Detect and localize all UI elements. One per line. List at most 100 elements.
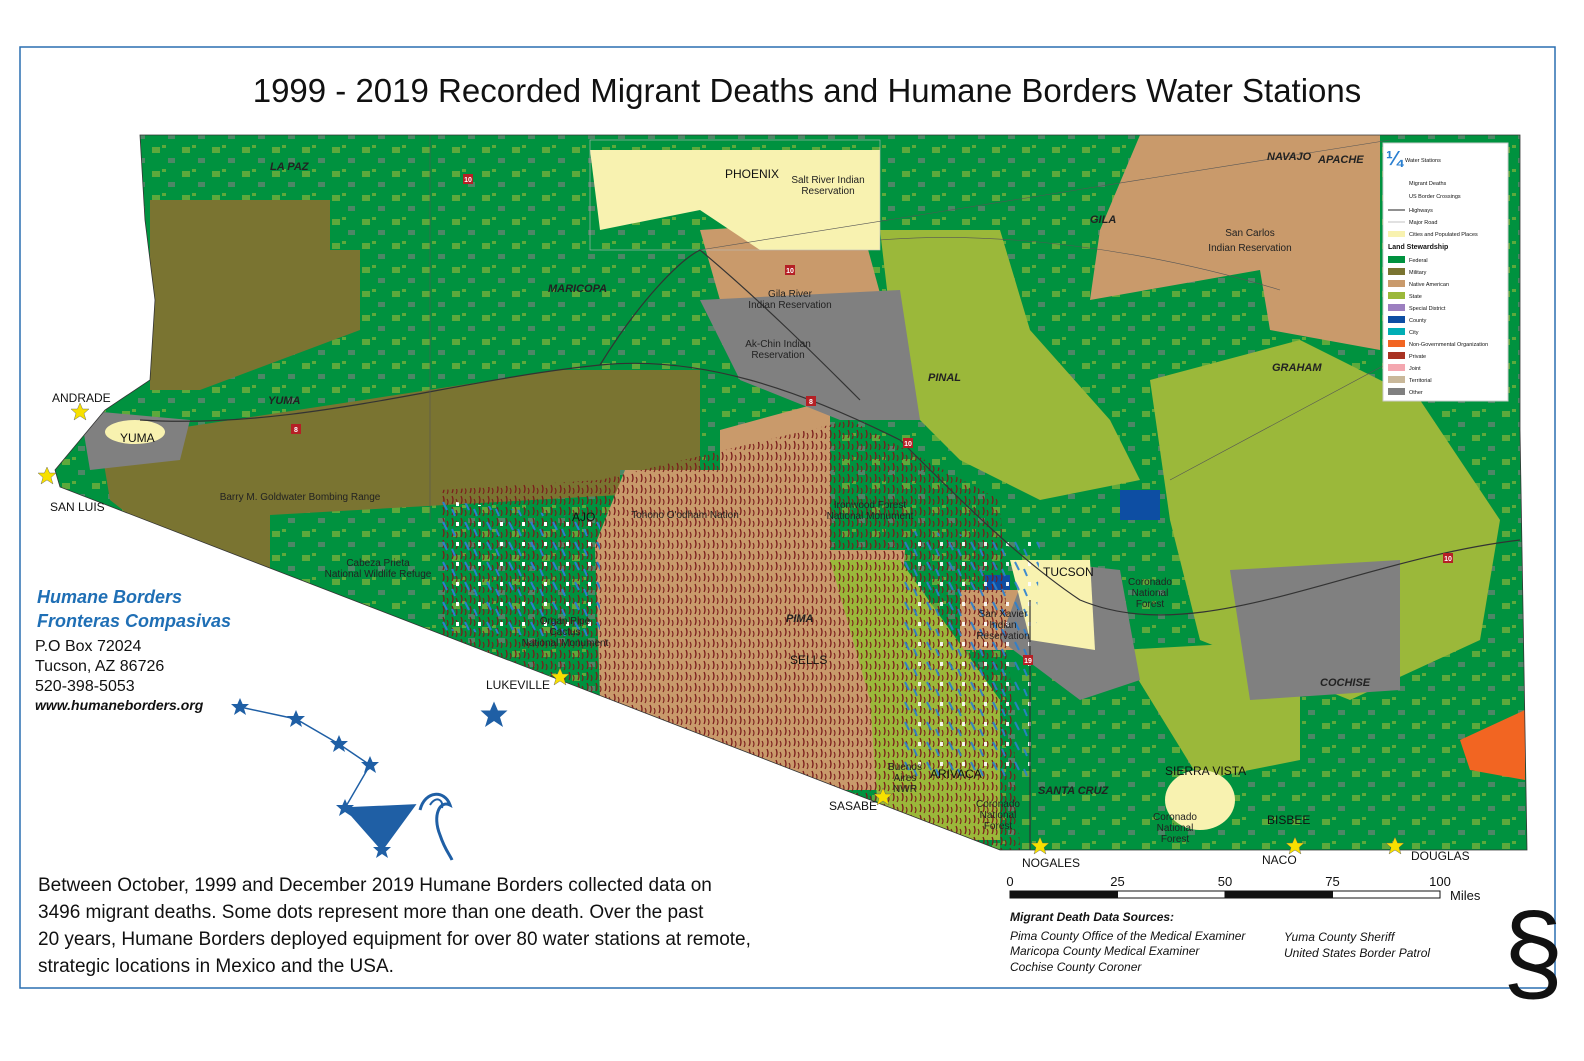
area-label: Forest <box>1136 599 1165 610</box>
city-label: NACO <box>1262 853 1297 867</box>
org-name: Humane Borders <box>37 587 182 607</box>
area-label: Reservation <box>976 631 1029 642</box>
area-label: Gila River <box>768 289 813 300</box>
scale-label: 75 <box>1325 874 1339 889</box>
scale-segment <box>1332 890 1441 899</box>
legend-swatch <box>1388 256 1405 263</box>
area-label: National <box>980 810 1017 821</box>
legend-label: Military <box>1409 270 1427 276</box>
highway-number: 19 <box>1024 658 1032 665</box>
sources-heading: Migrant Death Data Sources: <box>1010 910 1174 924</box>
legend-symbol-label: Water Stations <box>1405 158 1441 164</box>
org-phone: 520-398-5053 <box>35 678 135 695</box>
legend-swatch <box>1388 316 1405 323</box>
legend-symbol-label: US Border Crossings <box>1409 194 1461 200</box>
shield <box>291 424 301 434</box>
highway-number: 8 <box>809 399 813 406</box>
area-label: National Monument <box>827 511 914 522</box>
description: Between October, 1999 and December 2019 … <box>38 875 751 977</box>
county-label: APACHE <box>1317 154 1364 166</box>
county-label: LA PAZ <box>270 161 310 173</box>
city-labels: PHOENIX YUMA TUCSON AJO SELLS ARIVACA SI… <box>50 167 1470 870</box>
legend-symbol-label: Cities and Populated Places <box>1409 232 1478 238</box>
county-label: SANTA CRUZ <box>1038 785 1110 797</box>
city-label: SAN LUIS <box>50 500 105 514</box>
crossing <box>37 466 57 485</box>
legend-label: Territorial <box>1409 378 1432 384</box>
shield <box>806 396 816 406</box>
area-label: National Monument <box>522 638 609 649</box>
legend-label: State <box>1409 294 1422 300</box>
highway-number: 8 <box>294 427 298 434</box>
source: United States Border Patrol <box>1284 946 1430 960</box>
area-label: Forest <box>1161 834 1190 845</box>
area-label: National <box>1132 588 1169 599</box>
area-label: Reservation <box>801 186 854 197</box>
area-label: Coronado <box>1153 812 1197 823</box>
city-label: SELLS <box>790 653 827 667</box>
shield <box>785 265 795 275</box>
shield <box>1443 553 1453 563</box>
legend-symbol-label: Highways <box>1409 208 1433 214</box>
legend-swatch <box>1388 364 1405 371</box>
source: Cochise County Coroner <box>1010 960 1142 974</box>
area-label: Tohono O'odham Nation <box>631 510 739 521</box>
scale-segment <box>1224 890 1333 899</box>
legend-swatch <box>1388 352 1405 359</box>
area-label: Ak-Chin Indian <box>745 339 811 350</box>
area-label: Organ Pipe <box>540 616 591 627</box>
org-address: Tucson, AZ 86726 <box>35 658 164 675</box>
description-line: 20 years, Humane Borders deployed equipm… <box>38 929 751 950</box>
area-label: Cactus <box>549 627 580 638</box>
legend-label: Joint <box>1409 366 1421 372</box>
city-label: NOGALES <box>1022 856 1080 870</box>
area-label: Coronado <box>976 799 1020 810</box>
legend-water-icon: ¼ <box>1386 148 1405 170</box>
county-label: GILA <box>1090 214 1116 226</box>
logo <box>231 698 508 861</box>
legend-label: Federal <box>1409 258 1428 264</box>
org-website[interactable]: www.humaneborders.org <box>35 697 204 713</box>
legend-swatch <box>1388 304 1405 311</box>
city-label: BISBEE <box>1267 813 1310 827</box>
legend-swatch <box>1388 376 1405 383</box>
city-label: PHOENIX <box>725 167 779 181</box>
highway-number: 10 <box>904 441 912 448</box>
scale-label: 25 <box>1110 874 1124 889</box>
county-label: NAVAJO <box>1267 151 1312 163</box>
scale-label: 100 <box>1429 874 1451 889</box>
area-label: Reservation <box>751 350 804 361</box>
area-label: San Carlos <box>1225 228 1274 239</box>
source: Pima County Office of the Medical Examin… <box>1010 929 1246 943</box>
area-label: National Wildlife Refuge <box>325 569 432 580</box>
state-outline <box>54 134 1528 851</box>
org-name-spanish: Fronteras Compasivas <box>37 611 231 631</box>
area-label: National <box>1157 823 1194 834</box>
legend-label: Non-Governmental Organization <box>1409 342 1488 348</box>
legend-label: Other <box>1409 390 1423 396</box>
legend-heading: Land Stewardship <box>1388 244 1448 251</box>
city-label: LUKEVILLE <box>486 678 550 692</box>
title: 1999 - 2019 Recorded Migrant Deaths and … <box>253 72 1362 109</box>
highway-shields: 10 10 8 8 10 19 10 <box>291 174 1453 665</box>
scale-unit: Miles <box>1450 888 1481 903</box>
county-label: MARICOPA <box>548 283 607 295</box>
shield <box>1023 655 1033 665</box>
legend-swatch <box>1388 388 1405 395</box>
description-line: 3496 migrant deaths. Some dots represent… <box>38 902 704 923</box>
legend-swatch <box>1388 268 1405 275</box>
area-label: Indian Reservation <box>1208 243 1291 254</box>
city-label: YUMA <box>120 431 155 445</box>
county-labels: LA PAZ MARICOPA YUMA PINAL GILA NAVAJO A… <box>268 151 1371 797</box>
legend-label: County <box>1409 318 1427 324</box>
county-label: COCHISE <box>1320 677 1371 689</box>
shield <box>463 174 473 184</box>
area-label: Salt River Indian <box>791 175 864 186</box>
shield <box>903 438 913 448</box>
legend-label: Native American <box>1409 282 1449 288</box>
description-line: strategic locations in Mexico and the US… <box>38 956 394 977</box>
county-label: YUMA <box>268 395 300 407</box>
legend-symbol-label: Major Road <box>1409 220 1437 226</box>
area-label: Ironwood Forest <box>834 500 906 511</box>
